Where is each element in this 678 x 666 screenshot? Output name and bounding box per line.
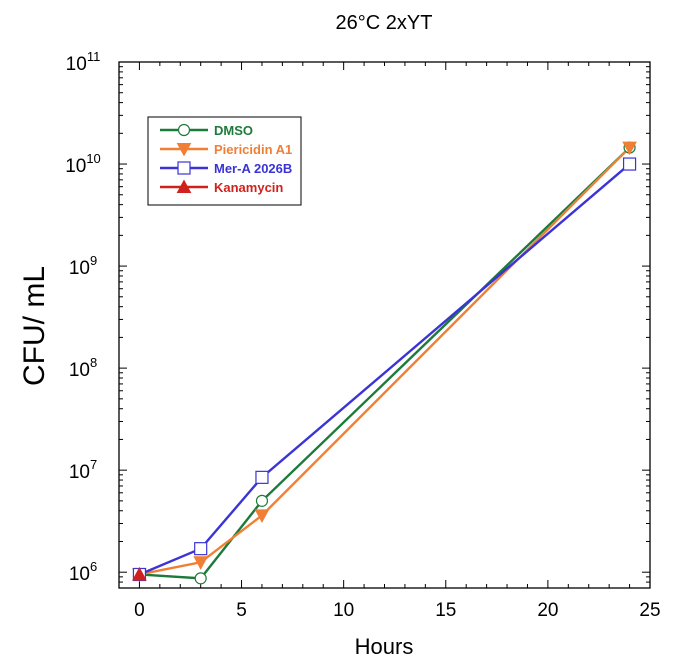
y-axis-title: CFU/ mL: [18, 266, 51, 386]
data-point-mer-a-2026b: [622, 157, 637, 171]
x-tick-label: 5: [236, 600, 247, 621]
x-tick-label: 0: [134, 600, 145, 621]
legend-box: [147, 116, 302, 206]
y-tick-label: 1010: [65, 151, 101, 177]
legend-label-piericidin-a1: Piericidin A1: [214, 142, 292, 157]
y-tick-label: 109: [69, 253, 97, 279]
x-axis-title: Hours: [355, 634, 414, 659]
series-markers: [132, 141, 637, 585]
x-tick-label: 15: [435, 600, 456, 621]
x-tick-label: 10: [333, 600, 354, 621]
legend-label-kanamycin: Kanamycin: [214, 180, 283, 195]
chart-title: 26°C 2xYT: [336, 12, 433, 34]
data-point-dmso: [194, 572, 207, 585]
y-tick-label: 108: [69, 355, 97, 381]
series-line-mer-a-2026b: [138, 163, 631, 576]
data-point-piericidin-a1: [622, 141, 637, 156]
legend-label-dmso: DMSO: [214, 123, 253, 138]
legend-marker-dmso: [177, 123, 191, 137]
legend-marker-kanamycin: [176, 179, 192, 193]
x-tick-label: 20: [537, 600, 558, 621]
data-point-dmso: [255, 494, 269, 507]
data-point-piericidin-a1: [254, 509, 270, 523]
x-tick-label: 25: [639, 600, 660, 621]
series-lines: [138, 146, 631, 580]
y-tick-label: 106: [69, 559, 97, 585]
axis-ticks: [118, 61, 651, 589]
data-point-piericidin-a1: [193, 556, 209, 570]
series-line-dmso: [139, 146, 631, 580]
data-point-mer-a-2026b: [194, 542, 208, 556]
y-tick-label: 1011: [66, 49, 101, 75]
axis-tick-labels: 0 5 10 15 20 25 106 107 108 109 1010 1011: [65, 49, 660, 621]
legend-marker-mer-a-2026b: [177, 161, 191, 175]
data-point-mer-a-2026b: [255, 470, 269, 484]
legend-label-mer-a-2026b: Mer-A 2026B: [214, 161, 292, 176]
data-point-kanamycin: [132, 566, 147, 581]
legend: DMSO Piericidin A1 Mer-A 2026B Kanamycin: [147, 116, 302, 206]
series-line-piericidin-a1: [139, 146, 631, 576]
y-tick-label: 107: [69, 457, 97, 483]
legend-marker-piericidin-a1: [176, 143, 192, 157]
